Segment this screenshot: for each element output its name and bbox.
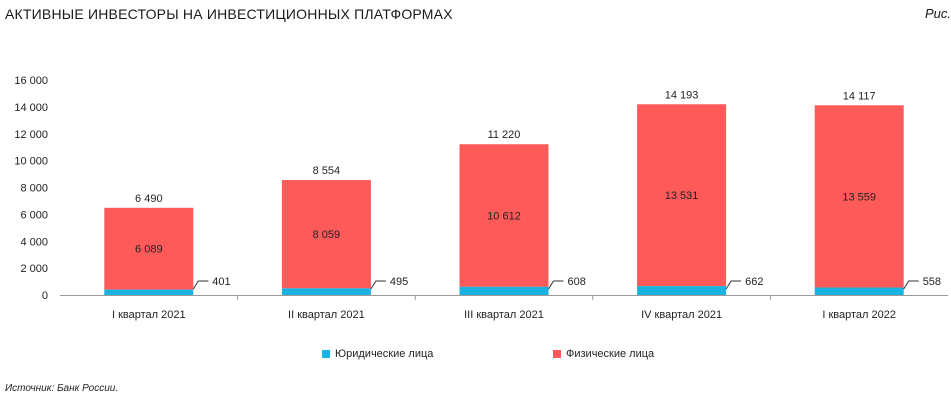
bar-legal	[281, 288, 371, 295]
data-label-total: 11 220	[488, 129, 521, 141]
bar-legal	[459, 286, 549, 295]
legend-swatch-legal	[322, 350, 330, 358]
data-label-legal: 495	[390, 276, 408, 288]
data-label-individual: 8 059	[313, 229, 341, 241]
data-label-individual: 6 089	[135, 244, 163, 256]
leader-line-legal	[725, 280, 742, 290]
y-tick-label: 6 000	[20, 209, 48, 221]
data-label-individual: 13 559	[842, 191, 876, 203]
bar-individual	[814, 105, 904, 288]
bar-legal	[814, 287, 904, 295]
legend-swatch-individual	[553, 350, 561, 358]
bar-legal	[637, 286, 727, 295]
bar-individual	[637, 104, 727, 287]
data-label-total: 14 193	[665, 89, 699, 101]
y-tick-label: 4 000	[20, 236, 48, 248]
y-tick-label: 16 000	[14, 75, 48, 87]
figure-reference: Рис.	[924, 6, 951, 21]
bar-individual	[281, 180, 371, 289]
y-tick-label: 12 000	[14, 129, 48, 141]
x-category-label: I квартал 2022	[822, 309, 896, 321]
legend-item-individual: Физические лица	[553, 348, 654, 360]
y-tick-label: 0	[42, 290, 48, 302]
legend-label-legal: Юридические лица	[335, 348, 434, 360]
y-tick-label: 10 000	[14, 156, 48, 168]
stacked-bar-chart: 0 2 000 4 000 6 000 8 000 10 000 12 000 14 000 1…	[14, 75, 948, 321]
data-label-total: 14 117	[843, 90, 876, 102]
data-label-legal: 401	[212, 276, 230, 288]
y-tick-label: 14 000	[14, 102, 48, 114]
leader-line-legal	[370, 280, 386, 290]
chart-legend: Юридические лица Физические лица	[0, 348, 951, 362]
bar-legal	[104, 289, 194, 295]
x-category-label: IV квартал 2021	[641, 309, 722, 321]
bar-individual	[104, 207, 194, 290]
leader-line-legal	[548, 280, 564, 290]
data-label-individual: 13 531	[665, 190, 699, 202]
data-label-individual: 10 612	[487, 211, 521, 223]
x-category-label: III квартал 2021	[464, 309, 544, 321]
data-label-legal: 608	[568, 276, 586, 288]
source-note: Источник: Банк России.	[5, 383, 119, 394]
data-label-total: 6 490	[135, 193, 163, 205]
data-label-total: 8 554	[313, 165, 341, 177]
legend-item-legal: Юридические лица	[322, 348, 433, 360]
data-label-legal: 558	[923, 276, 941, 288]
legend-label-individual: Физические лица	[566, 348, 655, 360]
leader-line-legal	[192, 280, 209, 290]
leader-line-legal	[903, 280, 919, 290]
x-category-label: I квартал 2021	[112, 309, 186, 321]
bar-individual	[459, 144, 549, 287]
chart-title: АКТИВНЫЕ ИНВЕСТОРЫ НА ИНВЕСТИЦИОННЫХ ПЛА…	[5, 6, 453, 22]
y-tick-label: 2 000	[20, 263, 48, 275]
data-label-legal: 662	[745, 276, 763, 288]
y-tick-label: 8 000	[20, 183, 48, 195]
x-category-label: II квартал 2021	[288, 309, 365, 321]
